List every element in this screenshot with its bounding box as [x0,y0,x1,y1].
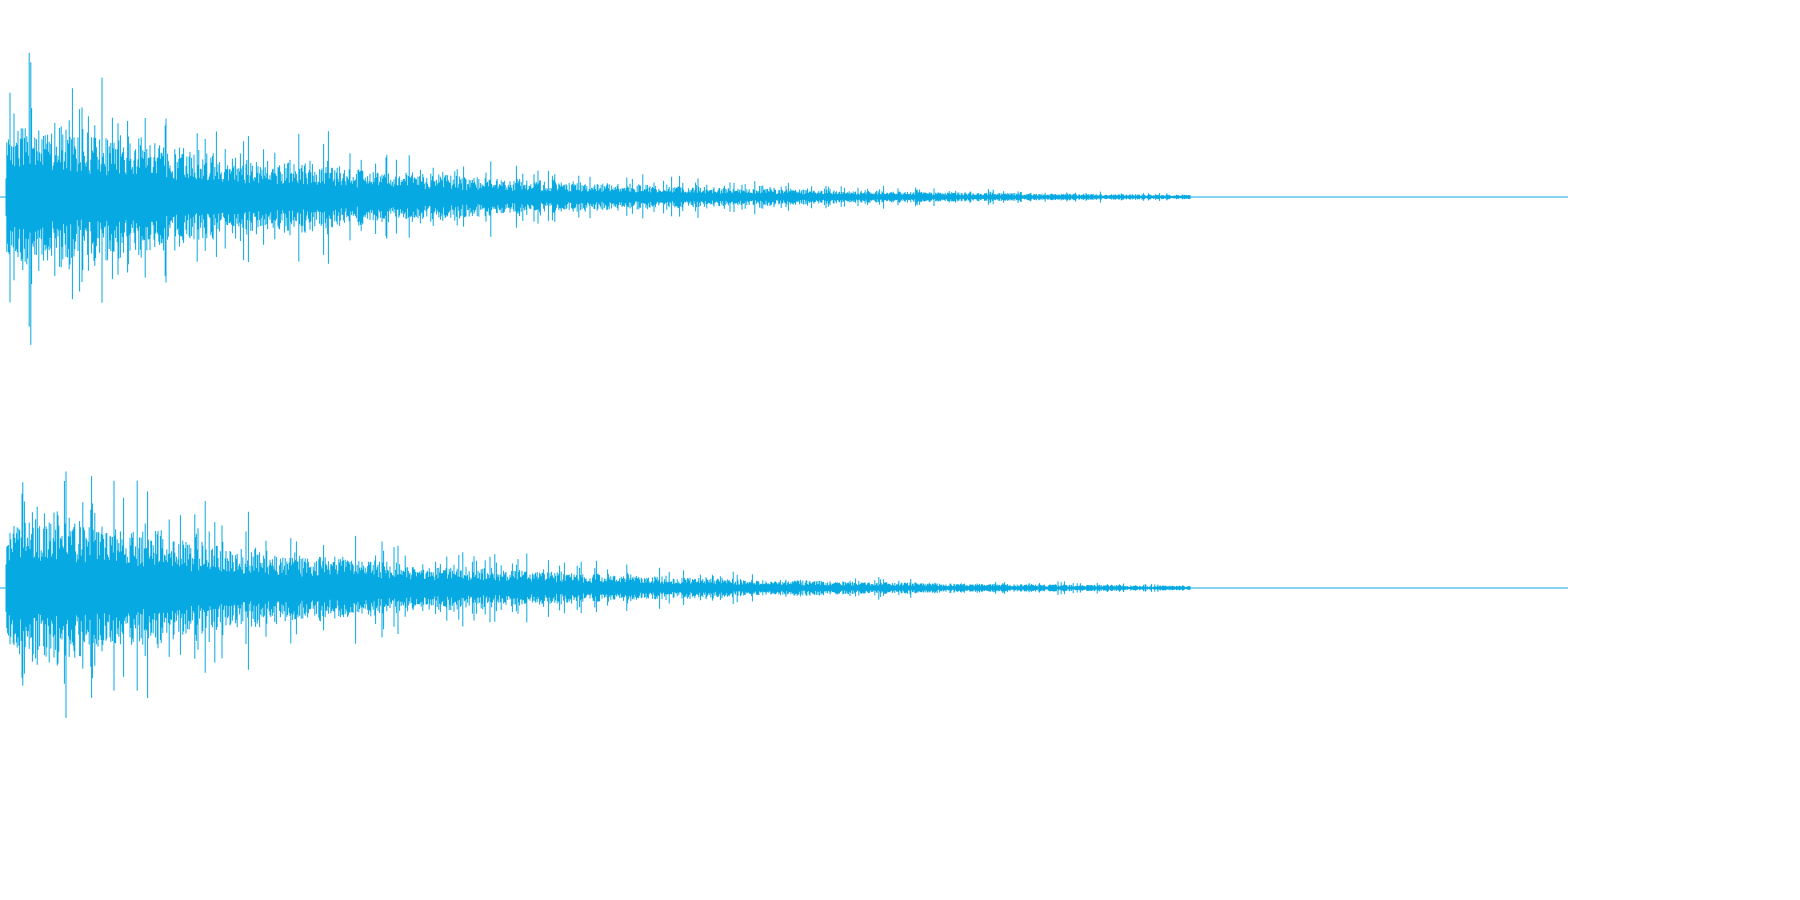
waveform-channel-bottom [0,450,1800,900]
waveform-svg-top [0,52,1568,345]
waveform-svg-bottom [0,471,1568,718]
waveform-path-top [5,52,1191,345]
waveform-channel-top [0,52,1568,345]
waveform-path-bottom [5,471,1191,718]
